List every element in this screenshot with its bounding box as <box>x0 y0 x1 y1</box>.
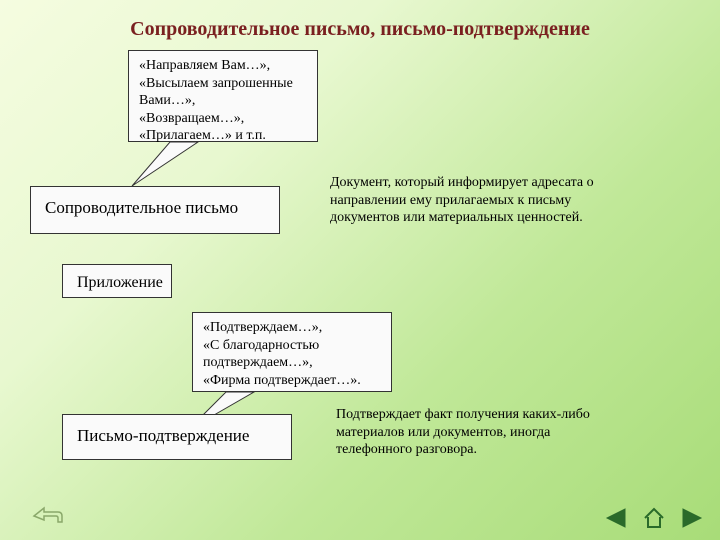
nav-prev-button[interactable] <box>602 506 630 530</box>
nav-home-button[interactable] <box>640 506 668 530</box>
cover-letter-description: Документ, который информирует адресата о… <box>330 174 690 227</box>
nav-next-button[interactable] <box>678 506 706 530</box>
callout-phrases-1: «Направляем Вам…»,«Высылаем запрошенныеВ… <box>128 50 318 142</box>
confirmation-letter-box: Письмо-подтверждение <box>62 414 292 460</box>
home-icon <box>641 506 667 530</box>
callout-1-tail <box>130 140 200 188</box>
return-arrow-icon <box>28 500 68 530</box>
return-button[interactable] <box>28 500 68 530</box>
cover-letter-box: Сопроводительное письмо <box>30 186 280 234</box>
attachment-box: Приложение <box>62 264 172 298</box>
callout-phrases-2: «Подтверждаем…»,«С благодарностьюподтвер… <box>192 312 392 392</box>
nav-controls <box>602 506 706 530</box>
confirmation-letter-description: Подтверждает факт получения каких-либома… <box>336 406 696 459</box>
triangle-right-icon <box>679 507 705 529</box>
triangle-left-icon <box>603 507 629 529</box>
page-title: Сопроводительное письмо, письмо-подтверж… <box>0 18 720 41</box>
